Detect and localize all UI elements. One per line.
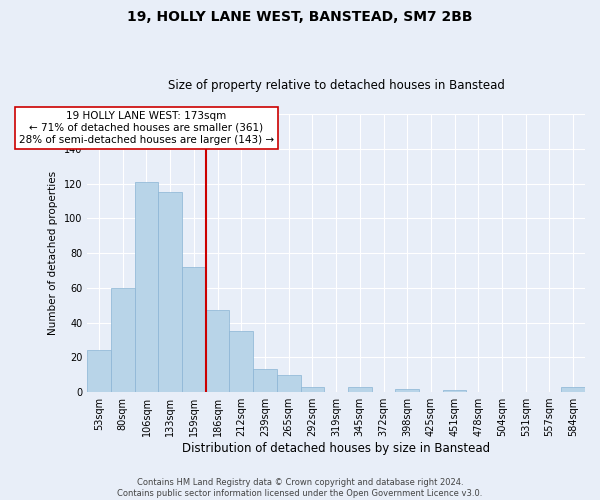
Bar <box>182 267 206 392</box>
Bar <box>158 192 182 392</box>
Text: Contains HM Land Registry data © Crown copyright and database right 2024.
Contai: Contains HM Land Registry data © Crown c… <box>118 478 482 498</box>
Bar <box>87 350 111 392</box>
X-axis label: Distribution of detached houses by size in Banstead: Distribution of detached houses by size … <box>182 442 490 455</box>
Text: 19 HOLLY LANE WEST: 173sqm
← 71% of detached houses are smaller (361)
28% of sem: 19 HOLLY LANE WEST: 173sqm ← 71% of deta… <box>19 112 274 144</box>
Text: 19, HOLLY LANE WEST, BANSTEAD, SM7 2BB: 19, HOLLY LANE WEST, BANSTEAD, SM7 2BB <box>127 10 473 24</box>
Bar <box>348 387 371 392</box>
Bar <box>301 387 324 392</box>
Title: Size of property relative to detached houses in Banstead: Size of property relative to detached ho… <box>167 79 505 92</box>
Bar <box>253 370 277 392</box>
Y-axis label: Number of detached properties: Number of detached properties <box>48 171 58 335</box>
Bar <box>561 387 585 392</box>
Bar <box>206 310 229 392</box>
Bar <box>395 388 419 392</box>
Bar <box>443 390 466 392</box>
Bar <box>229 332 253 392</box>
Bar <box>277 374 301 392</box>
Bar <box>134 182 158 392</box>
Bar <box>111 288 134 392</box>
